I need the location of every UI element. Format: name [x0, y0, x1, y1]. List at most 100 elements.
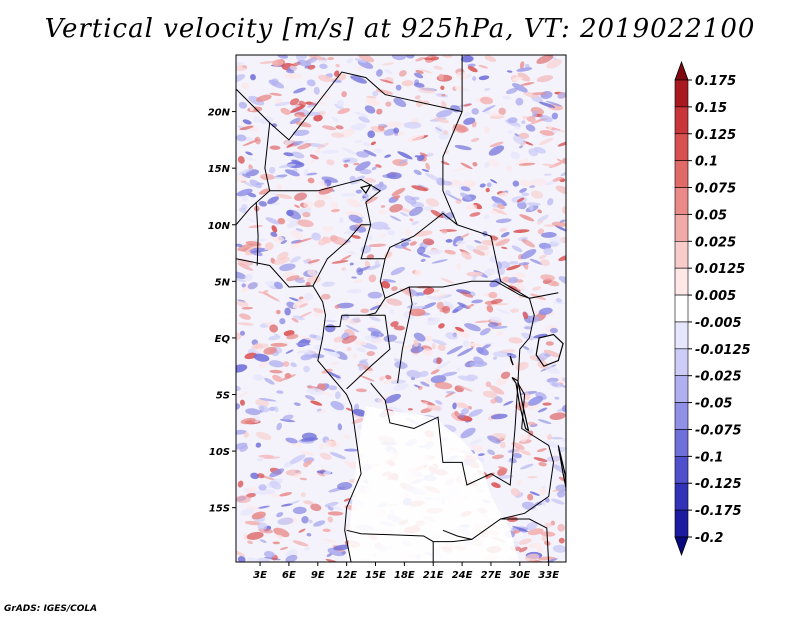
field-cell	[236, 300, 249, 308]
colorbar-box	[674, 456, 689, 484]
field-cell	[355, 388, 367, 393]
field-cell	[519, 145, 523, 149]
field-cell	[483, 268, 495, 277]
field-cell	[250, 74, 256, 81]
field-cell	[502, 95, 511, 100]
y-tick-label: 15N	[208, 164, 231, 175]
field-cell	[471, 108, 480, 115]
field-cell	[520, 179, 527, 187]
field-cell	[514, 401, 530, 410]
field-cell	[445, 392, 455, 398]
field-cell	[295, 237, 312, 244]
field-cell	[529, 315, 541, 322]
field-cell	[280, 107, 291, 115]
field-cell	[469, 212, 481, 217]
field-cell	[249, 249, 263, 257]
field-cell	[471, 299, 483, 304]
field-cell	[370, 221, 389, 230]
field-cell	[526, 521, 538, 531]
field-cell	[334, 70, 340, 77]
field-cell	[357, 67, 363, 71]
field-cell	[289, 454, 306, 464]
field-cell	[441, 94, 446, 97]
field-cell	[379, 79, 394, 84]
field-cell	[488, 145, 505, 156]
colorbar-box	[674, 429, 689, 457]
field-cell	[426, 295, 442, 301]
colorbar-level-label: 0.05	[695, 208, 727, 223]
field-cell	[395, 84, 402, 91]
field-cell	[458, 412, 465, 419]
field-cell	[238, 101, 248, 109]
field-cell	[302, 212, 311, 218]
field-cell	[540, 259, 550, 267]
field-cell	[423, 206, 434, 211]
field-cell	[317, 383, 327, 390]
field-cell	[382, 278, 397, 283]
field-cell	[541, 232, 557, 238]
field-cell	[367, 291, 383, 299]
field-cell	[294, 192, 307, 201]
field-cell	[491, 196, 507, 207]
field-cell	[446, 345, 463, 355]
field-cell	[354, 111, 369, 118]
field-cell	[257, 557, 270, 562]
field-cell	[310, 100, 328, 106]
field-cell	[536, 55, 554, 64]
field-cell	[315, 149, 321, 154]
field-cell	[286, 333, 299, 340]
field-cell	[516, 480, 522, 485]
field-cell	[268, 406, 276, 412]
field-cell	[478, 64, 489, 69]
colorbar-box	[674, 321, 689, 350]
field-cell	[236, 271, 247, 280]
field-cell	[391, 187, 406, 197]
field-cell	[304, 395, 316, 401]
field-cell	[549, 381, 562, 388]
field-cell	[547, 434, 553, 441]
field-cell	[269, 369, 283, 374]
colorbar-level-label: -0.075	[695, 423, 742, 438]
border-line	[312, 224, 371, 287]
field-cell	[263, 289, 269, 294]
field-cell	[351, 417, 365, 424]
field-cell	[276, 193, 293, 200]
field-cell	[527, 421, 536, 426]
field-cell	[543, 173, 552, 176]
field-cell	[415, 69, 424, 74]
field-cell	[239, 313, 251, 320]
field-cell	[489, 141, 504, 148]
field-cell	[241, 82, 249, 90]
field-cell	[376, 69, 383, 77]
field-cell	[386, 121, 403, 128]
field-cell	[520, 449, 531, 456]
field-cell	[289, 242, 300, 249]
field-cell	[548, 235, 564, 244]
field-cell	[341, 267, 346, 272]
field-cell	[463, 117, 476, 125]
field-cell	[438, 323, 445, 329]
field-cell	[323, 319, 338, 323]
field-cell	[444, 249, 456, 255]
colorbar-level-label: 0.075	[695, 182, 736, 197]
field-cell	[532, 286, 542, 291]
field-cell	[321, 149, 339, 155]
field-cell	[356, 347, 366, 353]
field-cell	[377, 125, 385, 131]
field-cell	[341, 193, 357, 197]
field-cell	[468, 409, 483, 417]
field-cell	[543, 247, 554, 256]
field-cell	[268, 360, 284, 368]
field-cell	[411, 221, 419, 225]
field-cell	[291, 317, 299, 323]
field-cell	[236, 391, 250, 399]
field-cell	[492, 208, 508, 215]
colorbar-level-label: 0.15	[695, 101, 727, 116]
field-cell	[543, 224, 555, 227]
field-cell	[506, 165, 513, 172]
field-cell	[364, 369, 373, 375]
field-cell	[350, 75, 368, 84]
field-cell	[310, 353, 325, 359]
field-cell	[258, 188, 271, 195]
field-cell	[516, 197, 525, 203]
